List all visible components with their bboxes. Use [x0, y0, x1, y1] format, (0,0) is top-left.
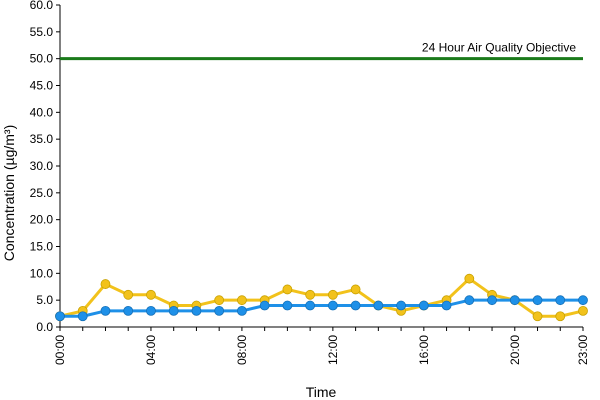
data-point: [77, 311, 88, 322]
data-point: [578, 295, 588, 306]
series-layer: [55, 273, 588, 322]
data-point: [350, 284, 361, 295]
data-point: [214, 295, 225, 306]
y-tick-label: 15.0: [30, 240, 54, 254]
data-point: [555, 295, 566, 306]
y-tick-label: 50.0: [30, 52, 54, 66]
x-axis-title: Time: [306, 384, 337, 400]
data-point: [441, 300, 452, 311]
reference-line-label: 24 Hour Air Quality Objective: [422, 41, 576, 55]
data-point: [146, 289, 156, 300]
data-point: [100, 305, 111, 316]
data-point: [578, 305, 588, 316]
y-tick-label: 45.0: [30, 79, 54, 93]
data-point: [282, 300, 293, 311]
data-point: [464, 273, 475, 284]
data-point: [305, 289, 316, 300]
y-tick-label: 35.0: [30, 132, 54, 146]
data-point: [396, 300, 406, 311]
x-tick-label: 12:00: [326, 335, 340, 365]
data-point: [168, 305, 179, 316]
data-point: [237, 305, 247, 316]
x-tick-label: 04:00: [144, 335, 158, 365]
x-tick-label: 16:00: [417, 335, 431, 365]
axes: 0.0 5.0 10.0 15.0 20.0 25.0 30.0 35.0 40.0 45.0 50…: [30, 0, 590, 365]
data-point: [350, 300, 361, 311]
y-tick-label: 20.0: [30, 213, 54, 227]
data-point: [146, 305, 156, 316]
data-point: [123, 305, 134, 316]
data-point: [55, 311, 65, 322]
data-point: [191, 305, 202, 316]
data-point: [327, 289, 338, 300]
x-tick-label: 20:00: [508, 335, 522, 365]
data-point: [237, 295, 247, 306]
series-line: [60, 298, 583, 318]
data-point: [214, 305, 225, 316]
data-point: [100, 279, 111, 289]
y-tick-label: 10.0: [30, 266, 54, 280]
y-tick-label: 25.0: [30, 186, 54, 200]
data-point: [532, 295, 543, 306]
data-point: [532, 311, 543, 322]
y-tick-label: 0.0: [36, 320, 53, 334]
y-tick-label: 60.0: [30, 0, 54, 12]
data-point: [282, 284, 293, 295]
data-point: [259, 300, 270, 311]
data-point: [305, 300, 316, 311]
x-tick-label: 08:00: [235, 335, 249, 365]
data-point: [123, 289, 134, 300]
x-tick-label: 00:00: [53, 335, 67, 365]
data-point: [327, 300, 338, 311]
y-tick-label: 40.0: [30, 105, 54, 119]
y-tick-label: 5.0: [36, 293, 53, 307]
x-tick-label: 23:00: [576, 335, 590, 365]
data-point: [418, 300, 429, 311]
data-point: [487, 295, 497, 306]
data-point: [464, 295, 475, 306]
data-point: [373, 300, 384, 311]
data-point: [555, 311, 566, 322]
series-1: [55, 295, 588, 322]
data-point: [509, 295, 520, 306]
reference-line-group: 24 Hour Air Quality Objective: [60, 41, 583, 61]
y-axis-title: Concentration (µg/m³): [1, 125, 17, 261]
y-tick-label: 55.0: [30, 25, 54, 39]
series-0: [55, 273, 588, 322]
y-tick-label: 30.0: [30, 159, 54, 173]
